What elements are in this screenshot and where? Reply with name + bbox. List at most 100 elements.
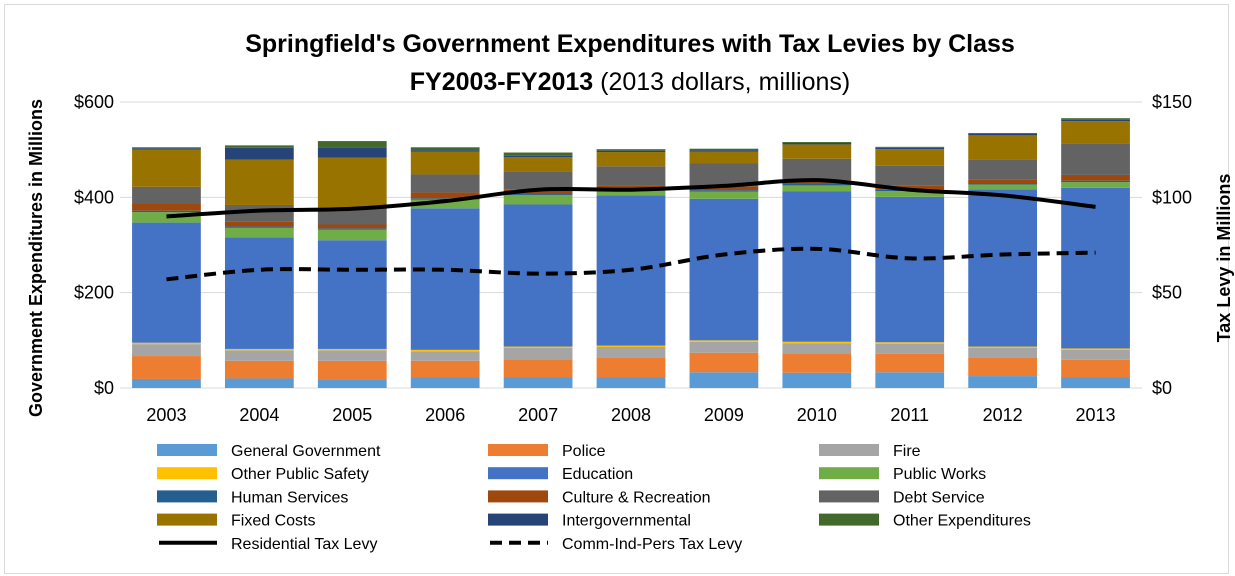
bar-segment xyxy=(1061,182,1130,188)
legend-item: Other Public Safety xyxy=(157,466,369,483)
bar-segment xyxy=(503,359,573,378)
bar-segment xyxy=(968,132,1038,134)
chart-subtitle-bold: FY2003-FY2013 xyxy=(410,68,593,96)
bar-segment xyxy=(782,142,852,143)
bar-segment xyxy=(132,222,201,343)
x-tick-label: 2008 xyxy=(611,405,651,425)
bar-segment xyxy=(596,185,666,190)
legend-label: Fixed Costs xyxy=(231,513,315,530)
bar-segment xyxy=(1061,377,1130,388)
bar-segment xyxy=(968,133,1038,136)
x-tick-label: 2005 xyxy=(332,405,372,425)
bar-stack-2012 xyxy=(968,132,1038,388)
legend-swatch xyxy=(488,444,548,456)
bar-segment xyxy=(317,240,387,349)
legend-swatch xyxy=(819,444,879,456)
bar-segment xyxy=(1061,118,1130,120)
bar-segment xyxy=(132,147,201,149)
x-tick-label: 2012 xyxy=(983,405,1023,425)
bar-segment xyxy=(503,193,573,195)
bar-segment xyxy=(875,342,945,344)
bar-segment xyxy=(224,159,294,205)
bar-segment xyxy=(596,152,666,167)
y-tick-label: $400 xyxy=(74,187,114,207)
x-tick-label: 2011 xyxy=(890,405,929,425)
legend-item: Comm-Ind-Pers Tax Levy xyxy=(490,536,742,553)
bar-segment xyxy=(782,372,852,388)
legend-item: Debt Service xyxy=(819,489,985,506)
bar-segment xyxy=(968,357,1038,377)
bar-segment xyxy=(689,186,759,191)
bar-segment xyxy=(410,192,480,199)
bar-stack-2004 xyxy=(224,145,294,388)
bar-segment xyxy=(968,189,1038,347)
bar-segment xyxy=(689,191,759,199)
bar-segment xyxy=(689,190,759,192)
bar-segment xyxy=(1061,174,1130,181)
series-line xyxy=(166,246,1096,282)
bar-segment xyxy=(503,157,573,172)
bar-segment xyxy=(782,183,852,186)
legend-swatch xyxy=(488,490,548,503)
bar-segment xyxy=(875,191,945,197)
bar-segment xyxy=(224,227,294,238)
bar-segment xyxy=(596,345,666,348)
chart-title: Springfield's Government Expenditures wi… xyxy=(245,30,1015,58)
legend-item: Other Expenditures xyxy=(819,513,1031,530)
y2-tick-label: $100 xyxy=(1152,187,1192,207)
series-line xyxy=(166,178,1096,219)
bar-segment xyxy=(224,147,294,160)
bar-segment xyxy=(410,147,480,151)
bar-segment xyxy=(875,149,945,166)
bar-segment xyxy=(317,224,387,229)
legend-label: Public Works xyxy=(893,466,986,483)
y-axis-title: Government Expenditures in Millions xyxy=(26,99,46,417)
bar-segment xyxy=(782,191,852,342)
bar-segment xyxy=(132,356,201,379)
legend-item: Residential Tax Levy xyxy=(159,536,377,553)
bar-segment xyxy=(689,148,759,151)
legend-item: Intergovernmental xyxy=(488,513,691,530)
y-tick-label: $600 xyxy=(74,92,114,112)
bar-segment xyxy=(689,340,759,342)
bar-segment xyxy=(782,158,852,181)
legend-label: Education xyxy=(562,466,633,483)
bar-segment xyxy=(503,171,573,190)
bar-segment xyxy=(317,228,387,230)
bar-segment xyxy=(317,379,387,388)
y2-tick-label: $150 xyxy=(1152,92,1192,112)
bar-segment xyxy=(132,378,201,388)
legend-label: Debt Service xyxy=(893,489,985,506)
legend-swatch xyxy=(819,513,879,526)
legend-label: Culture & Recreation xyxy=(562,489,711,506)
bar-segment xyxy=(410,151,480,175)
bar-segment xyxy=(410,351,480,361)
bar-segment xyxy=(596,166,666,186)
bar-segment xyxy=(224,350,294,361)
bar-segment xyxy=(968,159,1038,180)
bar-segment xyxy=(689,151,759,164)
bar-segment xyxy=(317,141,387,148)
bar-segment xyxy=(1061,121,1130,144)
bar-segment xyxy=(689,150,759,152)
bar-segment xyxy=(1061,180,1130,183)
bar-segment xyxy=(875,343,945,354)
legend-item: Fire xyxy=(819,443,921,460)
x-tick-label: 2006 xyxy=(425,405,465,425)
bar-segment xyxy=(503,194,573,205)
bar-segment xyxy=(596,377,666,388)
bar-segment xyxy=(596,150,666,153)
bar-segment xyxy=(317,350,387,361)
bar-segment xyxy=(875,372,945,388)
legend-item: Police xyxy=(488,443,606,460)
x-tick-label: 2010 xyxy=(797,405,837,425)
legend-label: Fire xyxy=(893,443,921,460)
bar-segment xyxy=(224,221,294,227)
bar-segment xyxy=(782,343,852,354)
legend-label: Comm-Ind-Pers Tax Levy xyxy=(562,536,742,553)
bar-segment xyxy=(689,352,759,373)
bar-segment xyxy=(224,348,294,351)
bar-segment xyxy=(968,179,1038,184)
bar-stack-2011 xyxy=(875,146,945,388)
legend-item: Public Works xyxy=(819,466,986,483)
